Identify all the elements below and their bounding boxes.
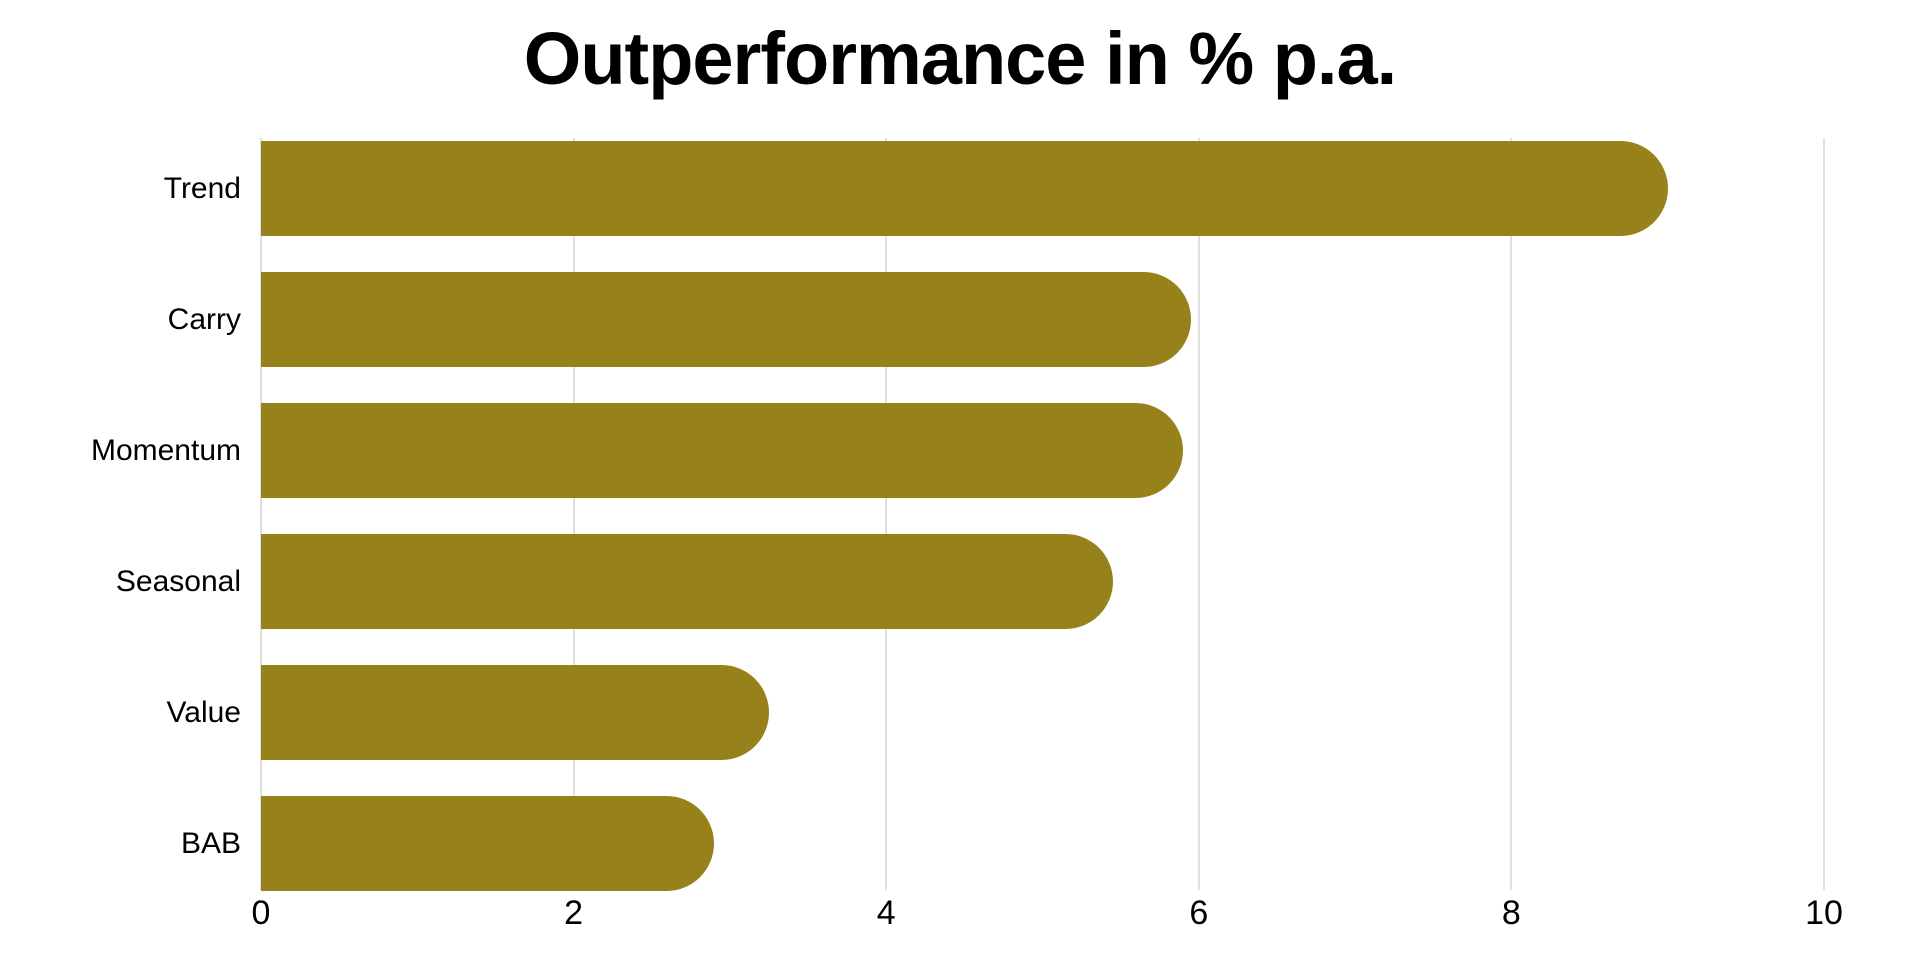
gridline-10	[1823, 138, 1825, 890]
gridline-2	[572, 138, 575, 890]
gridline-8	[1510, 138, 1513, 890]
category-label-value: Value	[166, 696, 241, 729]
bar-momentum	[261, 403, 1184, 498]
gridline-0	[260, 138, 262, 890]
category-label-bab: BAB	[180, 827, 241, 860]
category-label-momentum: Momentum	[90, 434, 241, 467]
chart-title: Outperformance in % p.a.	[523, 17, 1397, 100]
gridline-4	[885, 138, 888, 890]
x-tick-label-6: 6	[1189, 894, 1209, 932]
x-tick-label-2: 2	[564, 894, 584, 932]
bar-seasonal	[261, 534, 1113, 629]
bar-bab	[261, 796, 715, 891]
bar-value	[261, 665, 769, 760]
bar-carry	[261, 272, 1191, 367]
x-tick-label-0: 0	[251, 894, 271, 932]
category-label-trend: Trend	[163, 172, 241, 205]
category-label-carry: Carry	[167, 303, 241, 336]
bar-trend	[261, 141, 1668, 236]
x-tick-label-8: 8	[1501, 894, 1521, 932]
x-tick-label-4: 4	[876, 894, 896, 932]
gridline-6	[1197, 138, 1200, 890]
x-tick-label-10: 10	[1805, 894, 1843, 932]
category-label-seasonal: Seasonal	[115, 565, 241, 598]
